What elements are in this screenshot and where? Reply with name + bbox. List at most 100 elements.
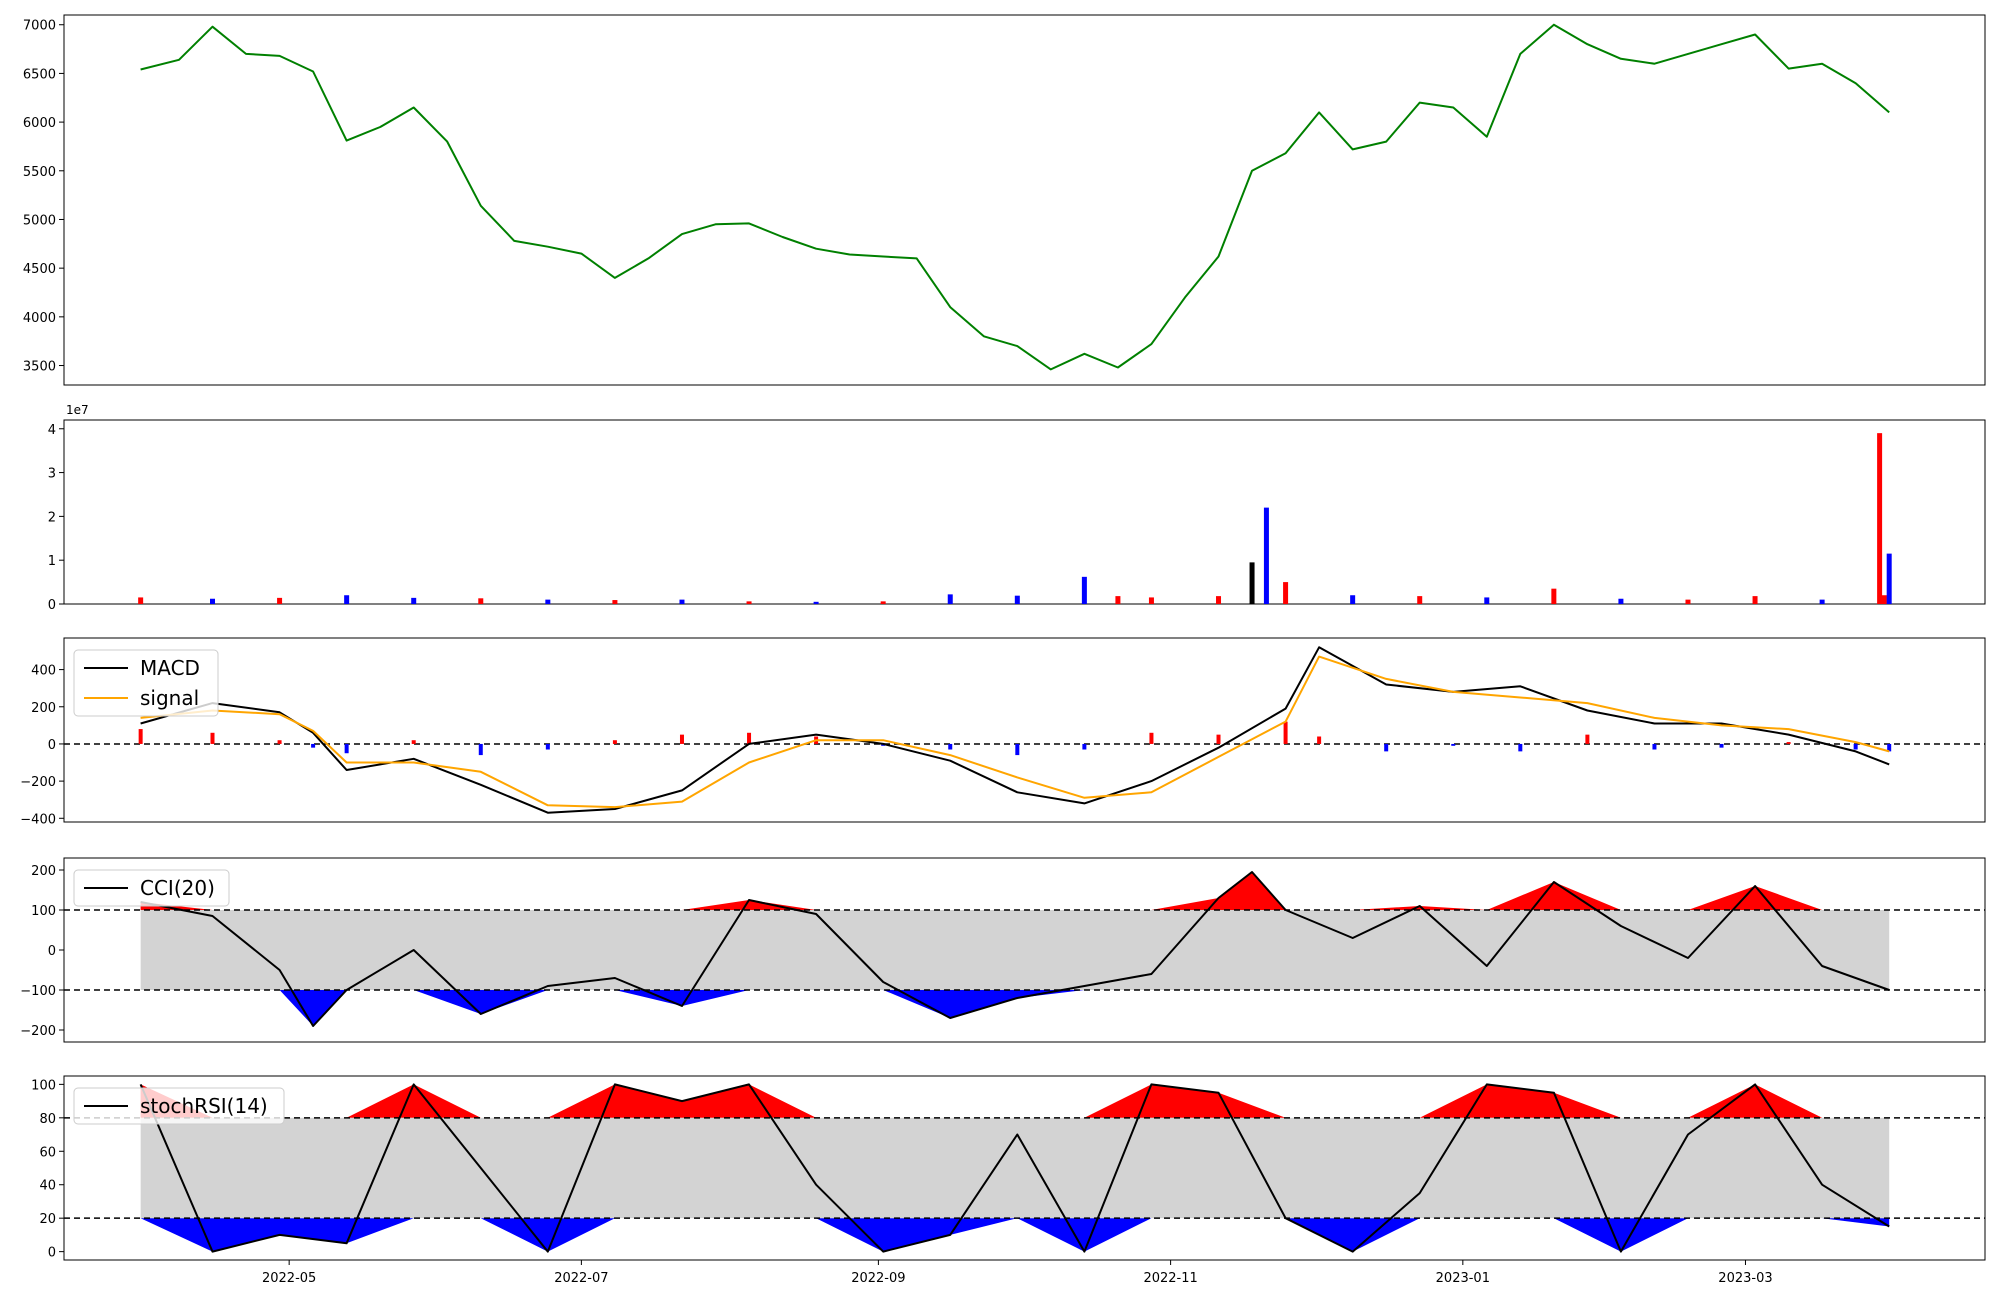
macd-histogram-bar bbox=[679, 734, 684, 744]
volume-bar bbox=[1881, 595, 1887, 604]
volume-bar bbox=[210, 598, 216, 604]
volume-ytick-label: 1 bbox=[48, 554, 56, 569]
macd-histogram-bar bbox=[1585, 734, 1590, 744]
volume-bar bbox=[138, 597, 144, 604]
volume-bar bbox=[1216, 596, 1222, 604]
price-ytick-label: 5000 bbox=[23, 213, 56, 228]
macd-histogram-bar bbox=[747, 732, 752, 744]
price-line bbox=[140, 23, 1890, 371]
stochrsi-frame bbox=[63, 1075, 1986, 1261]
macd-histogram-bar bbox=[411, 740, 416, 744]
cci-ytick-label: −100 bbox=[20, 984, 56, 999]
macd-ytick-label: −400 bbox=[20, 812, 56, 827]
stochrsi-ytick-label: 80 bbox=[39, 1112, 56, 1127]
macd-ytick-label: 0 bbox=[48, 738, 56, 753]
macd-ytick-label: −200 bbox=[20, 775, 56, 790]
volume-bar bbox=[1148, 597, 1154, 604]
macd-histogram-bar bbox=[138, 729, 143, 744]
macd-histogram-bar bbox=[612, 740, 617, 744]
price-ytick-label: 3500 bbox=[23, 360, 56, 375]
macd-histogram-bar bbox=[1283, 721, 1288, 744]
macd-histogram-bar bbox=[1853, 743, 1858, 750]
macd-histogram-bar bbox=[1451, 743, 1456, 746]
volume-bar bbox=[1014, 595, 1020, 604]
stochrsi-ytick-label: 100 bbox=[31, 1078, 56, 1093]
price-ytick-label: 4500 bbox=[23, 262, 56, 277]
macd-histogram-bar bbox=[1652, 743, 1657, 750]
volume-bar bbox=[1249, 562, 1255, 604]
macd-histogram-bar bbox=[1216, 734, 1221, 744]
volume-bar bbox=[880, 601, 886, 604]
volume-bar bbox=[478, 598, 484, 604]
cci-panel: 200 100 0 −100 −200 CCI(20) bbox=[20, 857, 1986, 1043]
macd-histogram-bar bbox=[948, 743, 953, 750]
volume-bar bbox=[679, 599, 685, 604]
cci-ytick-label: 100 bbox=[31, 904, 56, 919]
volume-bar bbox=[1350, 595, 1356, 604]
stochrsi-legend-box bbox=[73, 1087, 285, 1125]
volume-bar bbox=[1618, 598, 1624, 604]
price-ytick-label: 6000 bbox=[23, 116, 56, 131]
volume-ytick-label: 3 bbox=[48, 467, 56, 482]
cci-band bbox=[140, 910, 1890, 990]
stochrsi-panel: 100 80 60 40 20 0 stochRSI(14) 2022-05 2022-07 20… bbox=[31, 1075, 1986, 1286]
volume-ytick-label: 2 bbox=[48, 510, 56, 525]
macd-ytick-label: 200 bbox=[31, 701, 56, 716]
volume-bar bbox=[1886, 553, 1892, 604]
stochrsi-band bbox=[140, 1117, 1890, 1219]
volume-ytick-label: 0 bbox=[48, 598, 56, 613]
macd-ytick-label: 400 bbox=[31, 664, 56, 679]
volume-bar bbox=[1752, 596, 1758, 604]
volume-offset-label: 1e7 bbox=[66, 403, 89, 417]
stochrsi-oversold-fill bbox=[140, 1218, 1890, 1252]
stochrsi-ytick-label: 40 bbox=[39, 1179, 56, 1194]
macd-legend-box bbox=[73, 649, 219, 717]
macd-legend-label: signal bbox=[140, 686, 199, 710]
macd-histogram-bar bbox=[1786, 742, 1791, 744]
cci-ytick-label: 200 bbox=[31, 864, 56, 879]
cci-ytick-label: −200 bbox=[20, 1024, 56, 1039]
macd-histogram-bar bbox=[1149, 732, 1154, 744]
macd-frame bbox=[63, 637, 1986, 823]
volume-bar bbox=[1685, 599, 1691, 604]
volume-bar bbox=[1283, 582, 1289, 604]
cci-ytick-label: 0 bbox=[48, 944, 56, 959]
price-ytick-label: 5500 bbox=[23, 165, 56, 180]
x-tick-label: 2022-09 bbox=[851, 1271, 905, 1286]
macd-histogram-bar bbox=[277, 740, 282, 744]
price-ytick-label: 6500 bbox=[23, 67, 56, 82]
volume-frame bbox=[63, 419, 1986, 605]
volume-bar bbox=[411, 597, 417, 604]
cci-legend-label: CCI(20) bbox=[140, 876, 215, 900]
macd-histogram-bar bbox=[478, 743, 483, 756]
stochrsi-ytick-label: 60 bbox=[39, 1145, 56, 1160]
volume-bar bbox=[1551, 588, 1557, 604]
macd-histogram-bar bbox=[1384, 743, 1389, 752]
volume-bar bbox=[612, 600, 618, 604]
stochrsi-line bbox=[139, 1083, 1890, 1253]
macd-histogram-bar bbox=[1518, 743, 1523, 752]
cci-line bbox=[140, 871, 1890, 1027]
macd-histogram-bar bbox=[545, 743, 550, 750]
macd-histogram-bar bbox=[344, 743, 349, 754]
macd-histogram-bar bbox=[1015, 743, 1020, 756]
volume-bar bbox=[1877, 433, 1883, 604]
macd-histogram-bar bbox=[1082, 743, 1087, 750]
macd-histogram-bar bbox=[1317, 736, 1322, 744]
x-tick-label: 2023-01 bbox=[1436, 1271, 1490, 1286]
volume-bar bbox=[1819, 599, 1825, 604]
stochrsi-ytick-label: 0 bbox=[48, 1246, 56, 1261]
cci-overbought-fill bbox=[140, 872, 1890, 910]
volume-bar bbox=[746, 601, 752, 604]
macd-panel: 400 200 0 −200 −400 MACD signal bbox=[20, 637, 1986, 827]
macd-series-line bbox=[140, 655, 1890, 809]
stochrsi-overbought-fill bbox=[140, 1084, 1890, 1118]
price-ytick-label: 7000 bbox=[23, 19, 56, 34]
volume-bar bbox=[1484, 597, 1490, 604]
cci-legend-box bbox=[73, 869, 230, 907]
price-frame bbox=[63, 14, 1986, 386]
macd-histogram-bar bbox=[1719, 743, 1724, 748]
x-tick-label: 2023-03 bbox=[1718, 1271, 1772, 1286]
